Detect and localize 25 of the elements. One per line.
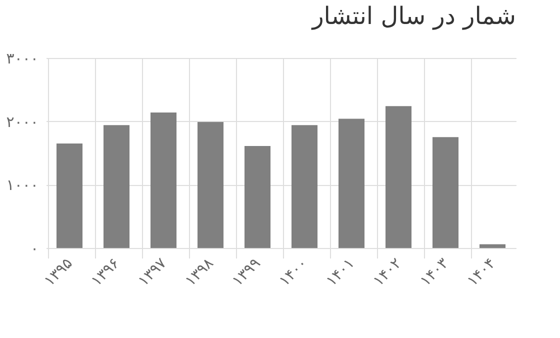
x-tick-label: ۱۴۰۳ [416, 254, 452, 290]
x-tick-label: ۱۳۹۸ [181, 254, 217, 290]
bar [244, 146, 270, 248]
x-tick-label: ۱۳۹۵ [40, 254, 76, 290]
x-tick-label: ۱۴۰۲ [369, 254, 405, 290]
y-tick-label: ۲۰۰۰ [6, 112, 38, 131]
chart-title: شمار در سال انتشار [311, 2, 516, 30]
bar [432, 137, 458, 248]
x-tick-label: ۱۴۰۴ [463, 254, 499, 290]
x-tick-label: ۱۴۰۰ [275, 254, 311, 290]
bar [338, 118, 364, 248]
x-tick-label: ۱۳۹۶ [87, 254, 123, 290]
bar [198, 122, 224, 248]
x-tick-label: ۱۳۹۹ [228, 254, 264, 290]
x-tick-label: ۱۳۹۷ [134, 254, 170, 290]
bar [480, 244, 506, 248]
bar [150, 112, 176, 248]
x-tick-label: ۱۴۰۱ [322, 254, 358, 290]
bar [292, 125, 318, 248]
bar [104, 125, 130, 248]
bar [386, 106, 412, 248]
y-tick-label: ۱۰۰۰ [6, 176, 38, 194]
bar [56, 144, 82, 248]
y-tick-label: ۰ [30, 240, 38, 258]
y-tick-label: ۳۰۰۰ [6, 50, 38, 68]
